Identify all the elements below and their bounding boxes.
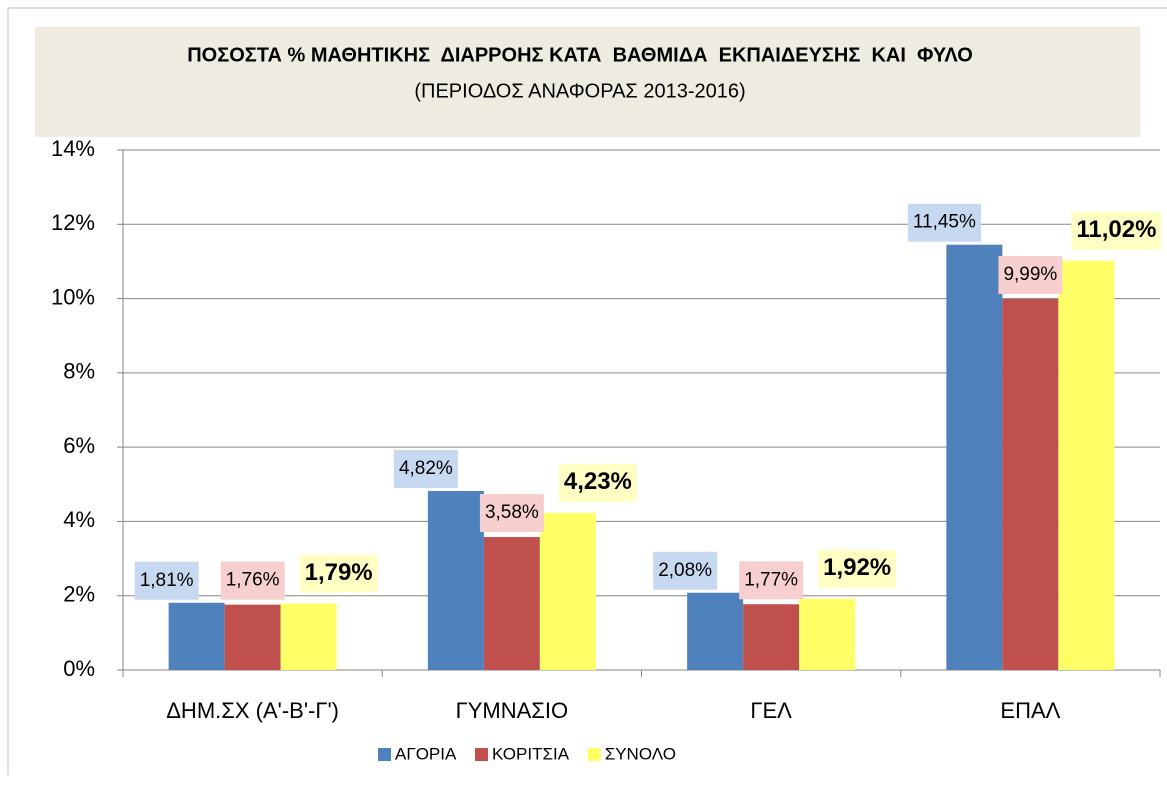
x-tick-label: ΓΥΜΝΑΣΙΟ [456, 698, 569, 723]
data-label-bg [998, 255, 1063, 294]
title-panel [35, 27, 1140, 137]
y-tick-label: 0% [63, 656, 95, 681]
y-tick-label: 6% [63, 433, 95, 458]
x-tick-label: ΓΕΛ [750, 698, 792, 723]
x-tick-label: ΕΠΑΛ [1000, 698, 1060, 723]
y-tick-label: 4% [63, 507, 95, 532]
legend-swatch [587, 748, 601, 761]
bar [946, 244, 1003, 670]
data-label: 1,79% [305, 559, 373, 586]
chart-title: ΠΟΣΟΣΤΑ % ΜΑΘΗΤΙΚΗΣ ΔΙΑΡΡΟΗΣ ΚΑΤΑ ΒΑΘΜΙΔ… [187, 44, 973, 66]
data-label: 1,81% [140, 570, 194, 591]
bar [1002, 298, 1059, 670]
bar [168, 602, 225, 670]
data-label: 4,23% [564, 468, 632, 495]
data-label: 1,77% [744, 569, 798, 590]
data-label: 3,58% [485, 502, 539, 523]
data-label-bg [818, 549, 897, 588]
bar [224, 604, 281, 670]
data-label-bg [653, 551, 718, 590]
data-label: 1,76% [226, 570, 280, 591]
data-label-bg [907, 203, 981, 242]
bar [483, 537, 540, 670]
bar [743, 604, 800, 670]
bar [280, 603, 337, 670]
y-tick-label: 8% [63, 359, 95, 384]
legend-swatch [378, 748, 391, 761]
y-tick-label: 12% [51, 210, 95, 235]
data-label-bg [393, 449, 458, 488]
bar [1058, 260, 1115, 670]
data-label: 11,45% [913, 212, 976, 233]
data-label-bg [479, 494, 544, 533]
data-label-bg [220, 561, 285, 600]
legend-swatch [474, 748, 488, 761]
x-tick-label: ΔΗΜ.ΣΧ (Α'-Β'-Γ') [166, 698, 339, 723]
data-label: 9,99% [1003, 264, 1057, 285]
bar [427, 490, 484, 670]
legend-label: ΚΟΡΙΤΣΙΑ [492, 744, 570, 763]
data-label-bg [739, 561, 804, 600]
legend-label: ΑΓΟΡΙΑ [395, 744, 457, 763]
y-tick-label: 14% [51, 136, 95, 161]
y-tick-label: 10% [51, 284, 95, 309]
data-label: 1,92% [823, 554, 891, 581]
data-label-bg [558, 463, 637, 502]
data-label: 11,02% [1076, 216, 1156, 243]
chart-subtitle: (ΠΕΡΙΟΔΟΣ ΑΝΑΦΟΡΑΣ 2013-2016) [414, 80, 745, 102]
data-label-bg [1071, 211, 1162, 250]
data-label-bg [299, 554, 378, 593]
bar [799, 598, 856, 670]
legend-label: ΣΥΝΟΛΟ [605, 744, 676, 763]
data-label-bg [134, 561, 199, 600]
bar [539, 512, 596, 670]
bar [687, 592, 744, 670]
y-tick-label: 2% [63, 582, 95, 607]
data-label: 2,08% [658, 560, 712, 581]
data-label: 4,82% [399, 458, 453, 479]
